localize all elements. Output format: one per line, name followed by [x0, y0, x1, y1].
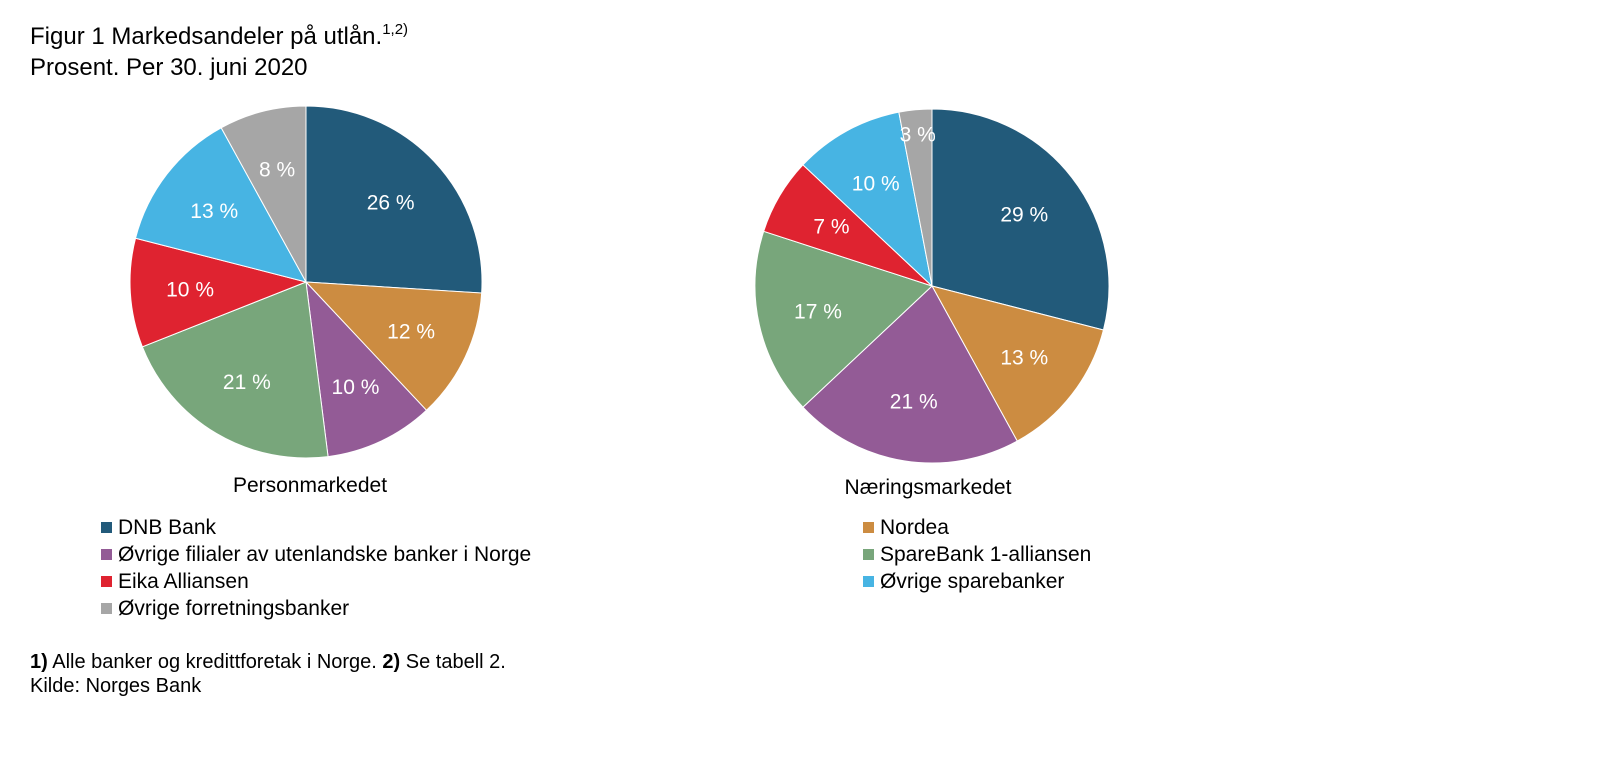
legend-item-øvrige-forretningsbanker: Øvrige forretningsbanker — [101, 595, 531, 622]
pie-chart-naeringsmarkedet: 29 % 13 % 21 % 17 % 7 %10 % 3 % — [754, 108, 1110, 464]
legend-label: SpareBank 1-alliansen — [880, 543, 1092, 566]
legend-item-øvrige-sparebanker: Øvrige sparebanker — [863, 568, 1091, 595]
pie-label-øvrige-forretningsbanker: 3 % — [900, 123, 936, 146]
pie-slice-eika-alliansen — [129, 237, 308, 348]
legend-label: Eika Alliansen — [118, 570, 249, 593]
chart-title: Figur 1 Markedsandeler på utlån.1,2) — [30, 21, 408, 55]
pie-chart-personmarkedet: 26 % 12 % 10 % 21 % 10 % 13 % 8 % — [129, 105, 483, 459]
legend-label: Øvrige filialer av utenlandske banker i … — [118, 543, 532, 566]
legend-swatch — [101, 576, 112, 587]
pie-label-sparebank-1-alliansen: 21 % — [223, 371, 271, 394]
pie-slice-øvrige-forretningsbanker — [898, 108, 933, 287]
legend-swatch — [101, 549, 112, 560]
legend-right: Nordea SpareBank 1-alliansen Øvrige spareb… — [863, 514, 1091, 595]
legend-item-sparebank-1-alliansen: SpareBank 1-alliansen — [863, 541, 1091, 568]
source-note: Kilde: Norges Bank — [30, 675, 202, 697]
legend-item-eika-alliansen: Eika Alliansen — [101, 568, 531, 595]
legend-label: Øvrige forretningsbanker — [118, 597, 350, 620]
legend-label: DNB Bank — [118, 516, 217, 539]
pie-label-øvrige-forretningsbanker: 8 % — [259, 158, 295, 181]
pie-slice-øvrige-sparebanker — [802, 111, 933, 288]
pie-slice-dnb-bank — [305, 105, 483, 294]
legend-label: Øvrige sparebanker — [880, 570, 1065, 593]
pie-slice-øvrige-filialer-av-utenlandske-banker-i-norge — [305, 280, 428, 458]
pie-slice-øvrige-sparebanker — [134, 127, 307, 283]
pie-slice-sparebank-1-alliansen — [754, 230, 933, 408]
chart-title-footnote-ref: 1,2) — [382, 21, 409, 38]
pie-slice-nordea — [931, 285, 1105, 442]
pie-label-dnb-bank: 29 % — [1000, 203, 1048, 226]
pie-slice-dnb-bank — [931, 108, 1110, 331]
legend-item-dnb-bank: DNB Bank — [101, 514, 531, 541]
pie-label-eika-alliansen: 7 % — [813, 216, 849, 239]
pie-caption-personmarkedet: Personmarkedet — [232, 474, 388, 497]
legend-swatch — [101, 603, 112, 614]
legend-swatch — [101, 522, 112, 533]
pie-label-øvrige-filialer-av-utenlandske-banker-i-norge: 21 % — [890, 390, 938, 413]
footnote-2-mark: 2) — [382, 651, 401, 673]
pie-label-dnb-bank: 26 % — [367, 191, 415, 214]
legend-label: Nordea — [880, 516, 949, 539]
pie-caption-naeringsmarkedet: Næringsmarkedet — [844, 476, 1012, 499]
legend-swatch — [863, 549, 874, 560]
pie-label-øvrige-sparebanker: 13 % — [190, 200, 238, 223]
pie-slice-øvrige-forretningsbanker — [220, 105, 307, 283]
footnote-1-text: Alle banker og kredittforetak i Norge. — [47, 651, 383, 673]
footnote: 1) Alle banker og kredittforetak i Norge… — [30, 650, 506, 698]
legend-swatch — [863, 522, 874, 533]
pie-label-eika-alliansen: 10 % — [166, 278, 214, 301]
pie-slice-sparebank-1-alliansen — [141, 281, 329, 459]
legend-swatch — [863, 576, 874, 587]
footnote-line: 1) Alle banker og kredittforetak i Norge… — [30, 650, 506, 674]
pie-label-øvrige-sparebanker: 10 % — [852, 173, 900, 196]
pie-slice-nordea — [304, 281, 483, 412]
chart-title-text: Figur 1 Markedsandeler på utlån. — [30, 23, 383, 50]
legend-item-øvrige-filialer-av-utenlandske-banker-i-norge: Øvrige filialer av utenlandske banker i … — [101, 541, 531, 568]
chart-subtitle: Prosent. Per 30. juni 2020 — [30, 54, 308, 81]
pie-label-øvrige-filialer-av-utenlandske-banker-i-norge: 10 % — [332, 376, 380, 399]
legend-item-nordea: Nordea — [863, 514, 1091, 541]
pie-slice-øvrige-filialer-av-utenlandske-banker-i-norge — [802, 285, 1018, 464]
pie-label-sparebank-1-alliansen: 17 % — [794, 300, 842, 323]
pie-label-nordea: 13 % — [1000, 347, 1048, 370]
footnote-2-text: Se tabell 2. — [400, 651, 506, 673]
pie-label-nordea: 12 % — [387, 320, 435, 343]
legend-left: DNB Bank Øvrige filialer av utenlandske b… — [101, 514, 531, 622]
footnote-1-mark: 1) — [30, 651, 48, 673]
